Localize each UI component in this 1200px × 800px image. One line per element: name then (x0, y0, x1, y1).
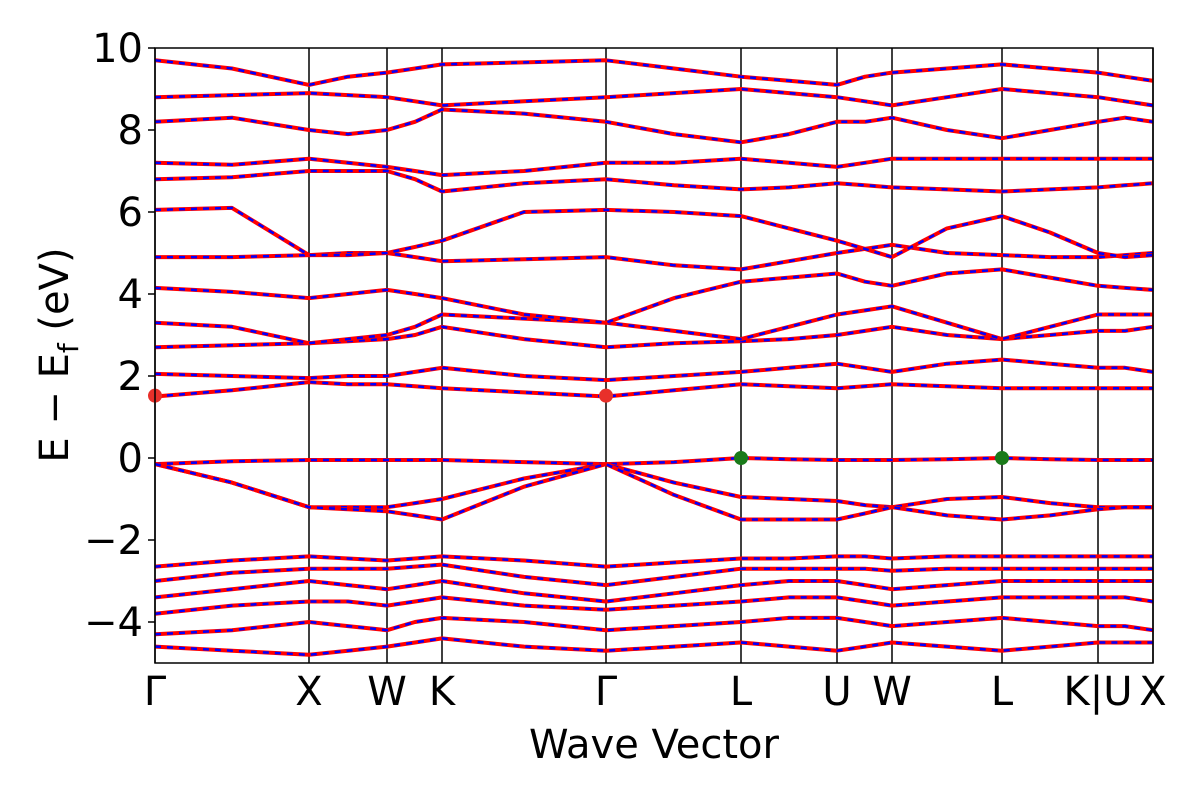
band (155, 169, 1153, 194)
y-tick-label: −4 (84, 600, 143, 646)
band-dash (155, 268, 1153, 324)
x-tick-label: Γ (595, 669, 618, 715)
band-dash (155, 325, 1153, 349)
band-dash (155, 108, 1153, 144)
y-tick-label: 0 (118, 436, 143, 482)
y-tick-label: 8 (118, 108, 143, 154)
band-dash (155, 579, 1153, 603)
band-dash (155, 157, 1153, 177)
band-dash (155, 555, 1153, 568)
x-tick-label: X (1139, 669, 1166, 715)
x-tick-label: L (991, 669, 1014, 715)
band (155, 87, 1153, 108)
band-dash (155, 305, 1153, 345)
band-dash (155, 616, 1153, 636)
band-dash (155, 596, 1153, 616)
y-tick-label: 4 (118, 272, 143, 318)
x-tick-label: W (872, 669, 912, 715)
band-dash (155, 169, 1153, 193)
band (155, 380, 1153, 399)
y-tick-label: 10 (92, 26, 143, 72)
x-tick-label: L (730, 669, 753, 715)
x-tick-label: K (429, 669, 457, 715)
band (155, 462, 1153, 522)
y-label-sub: f (52, 342, 85, 353)
extremum-point (995, 451, 1009, 465)
x-tick-label: Γ (144, 669, 167, 715)
band (155, 242, 1153, 272)
x-tick-label: U (822, 669, 851, 715)
band (155, 636, 1153, 657)
y-label-main: E − E (32, 353, 78, 463)
x-axis-label: Wave Vector (529, 722, 780, 768)
band-dash (155, 358, 1153, 382)
band-dash (155, 563, 1153, 587)
extremum-point (734, 451, 748, 465)
y-tick-label: 2 (118, 354, 143, 400)
y-axis-label: E − Ef (eV) (32, 247, 85, 462)
band-dash (155, 456, 1153, 466)
x-tick-label: X (295, 669, 322, 715)
x-tick-label: W (367, 669, 407, 715)
band-dash (155, 462, 1153, 509)
band-dash (155, 87, 1153, 107)
band (155, 267, 1153, 325)
extremum-point (599, 388, 613, 403)
plot-frame (154, 47, 1154, 664)
band-dash (155, 637, 1153, 657)
band-dash (155, 59, 1153, 87)
y-label-tail: (eV) (32, 247, 78, 343)
markers (148, 388, 1009, 465)
band-dash (155, 462, 1153, 521)
x-tick-label: K|U (1064, 669, 1133, 715)
band (155, 107, 1153, 145)
bands (155, 58, 1153, 657)
band (155, 595, 1153, 616)
band-dash (155, 380, 1153, 398)
band (155, 554, 1153, 569)
band (155, 615, 1153, 637)
y-tick-label: −2 (84, 518, 143, 564)
y-tick-label: 6 (118, 190, 143, 236)
band-dash (155, 206, 1153, 259)
